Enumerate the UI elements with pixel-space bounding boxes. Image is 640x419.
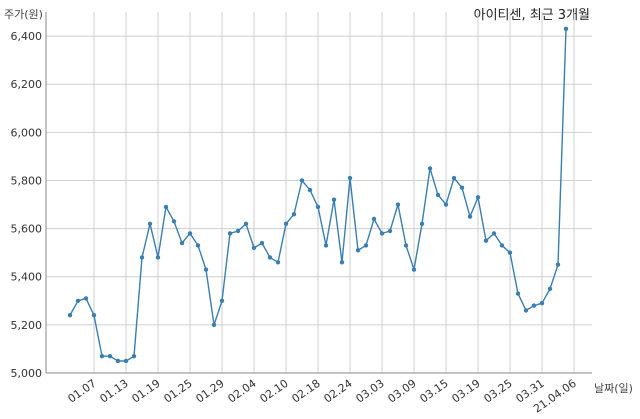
data-point [307, 187, 313, 193]
data-point [211, 322, 217, 328]
data-point [531, 303, 537, 308]
y-tick-label: 5,000 [11, 367, 43, 380]
data-point [523, 308, 529, 313]
x-tick-label: 01.29 [193, 377, 226, 406]
data-point [459, 185, 465, 190]
x-tick-label: 03.09 [385, 377, 418, 406]
y-axis-label: 주가(원) [4, 8, 43, 21]
data-point [323, 243, 329, 248]
x-axis-label: 날짜(일) [594, 382, 633, 395]
x-tick-label: 01.19 [129, 377, 162, 406]
data-point [139, 255, 145, 260]
data-point [563, 26, 569, 32]
x-tick-label: 02.18 [289, 377, 322, 406]
data-point [75, 298, 81, 303]
data-point [411, 267, 417, 272]
y-tick-label: 5,600 [11, 223, 43, 236]
y-tick-label: 5,200 [11, 319, 43, 332]
data-point [251, 245, 257, 251]
data-point [227, 231, 233, 236]
chart-title: 아이티센, 최근 3개월 [473, 8, 590, 23]
data-point [499, 243, 505, 248]
data-point [179, 240, 185, 246]
data-point [347, 175, 353, 181]
data-point [171, 219, 177, 224]
data-point [291, 211, 297, 217]
data-point [235, 228, 241, 234]
data-point [267, 255, 273, 260]
data-point [475, 195, 481, 200]
x-tick-label: 01.25 [161, 377, 194, 406]
data-point [539, 301, 545, 306]
data-point [107, 353, 113, 359]
data-point [195, 243, 201, 248]
data-point [91, 313, 97, 318]
data-point [467, 214, 473, 219]
data-point [283, 221, 289, 226]
y-tick-label: 5,800 [11, 174, 43, 187]
data-point [131, 353, 137, 359]
data-point [83, 296, 89, 301]
data-point [483, 238, 489, 243]
data-point [515, 291, 521, 296]
data-point [339, 260, 345, 265]
data-point [331, 197, 337, 202]
y-tick-label: 6,200 [11, 78, 43, 91]
y-tick-label: 5,400 [11, 271, 43, 284]
data-point [491, 231, 497, 236]
data-point [371, 216, 377, 222]
data-point [163, 204, 169, 210]
data-point [99, 353, 105, 359]
data-point [547, 286, 553, 291]
data-point [259, 240, 265, 246]
data-point [363, 243, 369, 248]
data-point [419, 221, 425, 226]
data-point [451, 175, 457, 181]
data-point [67, 313, 73, 318]
y-tick-label: 6,400 [11, 30, 43, 43]
data-point [507, 250, 513, 255]
data-point [387, 228, 393, 234]
data-point [315, 204, 321, 210]
x-tick-label: 02.24 [321, 377, 354, 406]
x-tick-label: 03.15 [417, 377, 450, 406]
data-point [555, 262, 561, 267]
x-tick-label: 02.04 [225, 377, 258, 406]
data-point [379, 231, 385, 236]
x-tick-label: 01.13 [97, 377, 130, 406]
data-point [403, 243, 409, 248]
data-point [115, 358, 121, 364]
data-point [203, 267, 209, 272]
x-tick-label: 01.07 [65, 377, 98, 406]
data-point [147, 221, 153, 226]
data-point [355, 248, 361, 253]
x-tick-label: 02.10 [257, 377, 290, 406]
data-point [427, 166, 433, 171]
data-point [219, 298, 225, 303]
x-tick-label: 03.19 [449, 377, 482, 406]
data-point [275, 260, 281, 265]
data-point [123, 358, 129, 364]
data-point [435, 192, 441, 198]
x-tick-label: 03.25 [481, 377, 514, 406]
data-point [187, 231, 193, 236]
y-tick-label: 6,000 [11, 126, 43, 139]
data-point [243, 221, 249, 226]
data-point [443, 202, 449, 207]
data-point [299, 178, 305, 183]
data-point [395, 202, 401, 207]
x-tick-label: 03.03 [353, 377, 386, 406]
data-point [155, 255, 161, 260]
